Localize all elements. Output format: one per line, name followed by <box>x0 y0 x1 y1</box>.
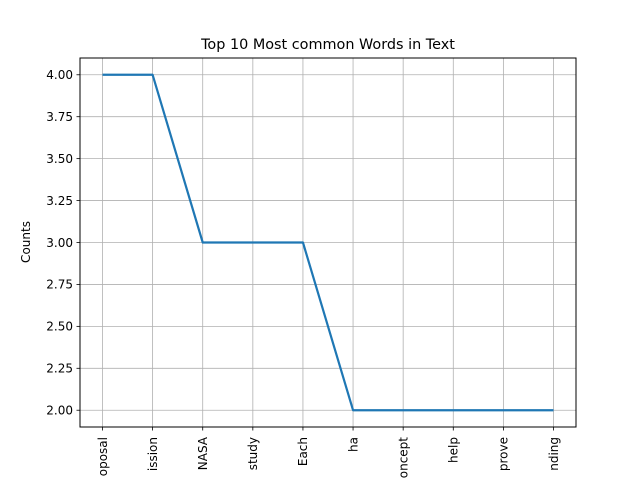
x-tick-label: help <box>447 437 461 463</box>
x-axis: oposal ission NASA study Each ha oncept help pro… <box>96 427 561 478</box>
y-axis: 2.00 2.25 2.50 2.75 3.00 3.25 3.50 3.75 4.00 <box>46 68 80 418</box>
y-tick-label: 3.50 <box>46 152 73 166</box>
y-tick-label: 2.50 <box>46 320 73 334</box>
y-tick-label: 3.75 <box>46 110 73 124</box>
y-tick-label: 3.00 <box>46 236 73 250</box>
x-tick-label: oncept <box>396 437 410 479</box>
grid <box>80 58 576 427</box>
y-tick-label: 3.25 <box>46 194 73 208</box>
series-line-group <box>102 73 554 412</box>
x-tick-label: nding <box>547 437 561 471</box>
x-tick-label: prove <box>497 437 511 471</box>
x-tick-label: study <box>246 437 260 470</box>
y-tick-label: 2.75 <box>46 278 73 292</box>
y-tick-label: 4.00 <box>46 68 73 82</box>
y-axis-label: Counts <box>19 221 33 263</box>
y-tick-label: 2.00 <box>46 404 73 418</box>
x-tick-label: ission <box>146 437 160 471</box>
x-tick-label: NASA <box>196 436 210 470</box>
x-tick-label: Each <box>296 437 310 466</box>
y-tick-label: 2.25 <box>46 362 73 376</box>
x-tick-label: oposal <box>96 437 110 476</box>
series-line <box>102 73 554 412</box>
x-tick-label: ha <box>346 437 360 452</box>
chart-title: Top 10 Most common Words in Text <box>200 37 455 53</box>
